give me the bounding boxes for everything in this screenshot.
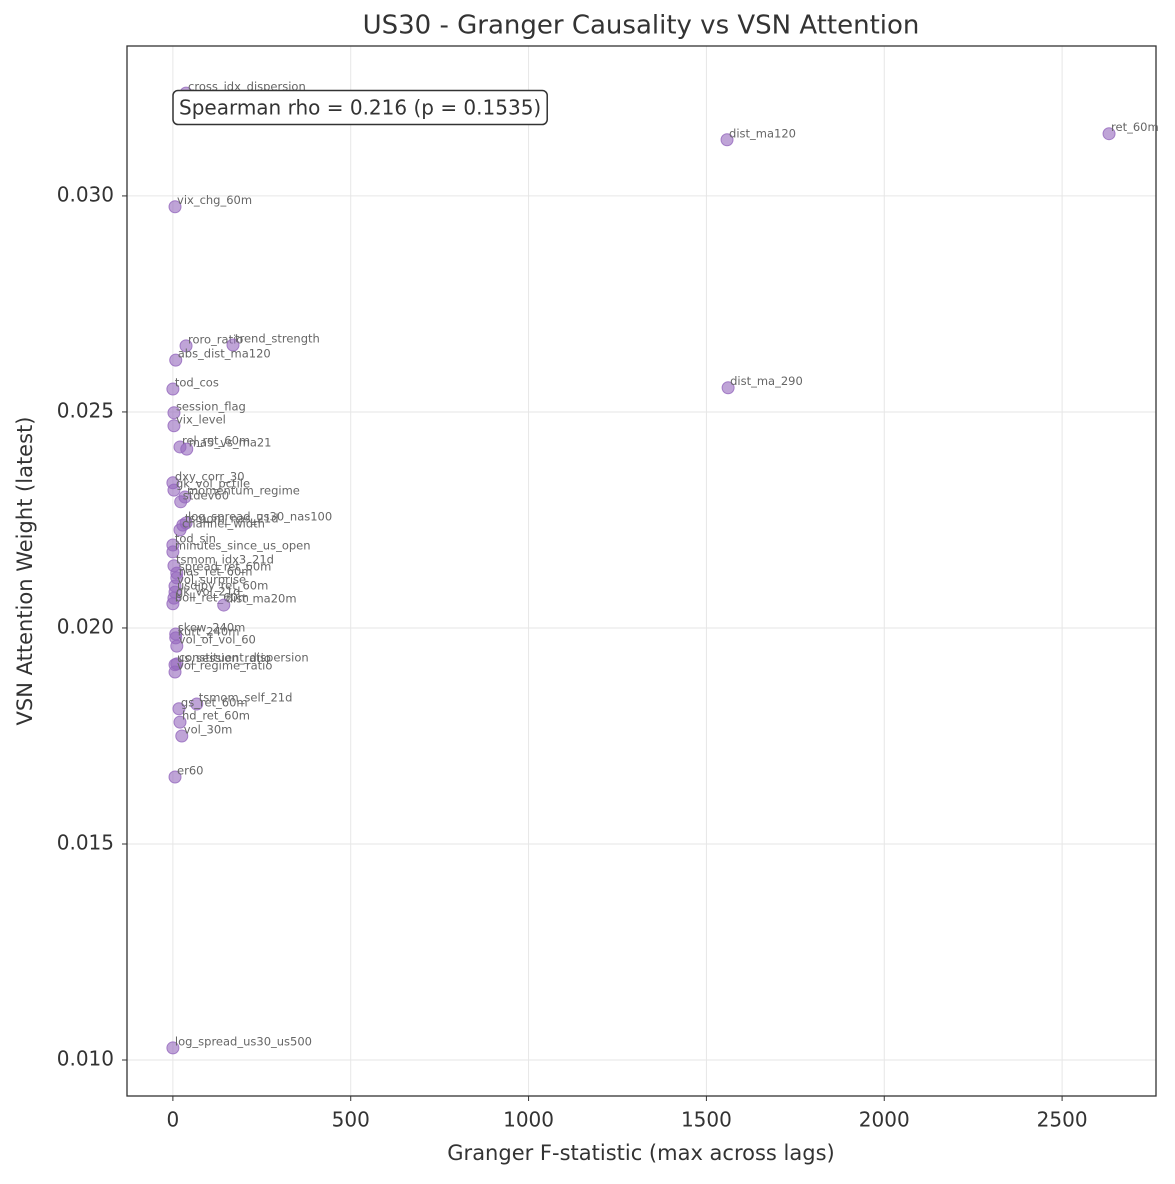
point-label: ret_60m: [1111, 120, 1159, 134]
point: [166, 597, 180, 611]
point-label: constituent_dispersion: [179, 650, 309, 664]
point-label: us_session_ratio: [177, 651, 271, 665]
point-label: skew_240m: [178, 621, 246, 635]
point: [173, 523, 187, 537]
x-tick-label: 2500: [1037, 1108, 1088, 1132]
point-label: vix_level: [176, 412, 226, 426]
y-tick-label: 0.030: [57, 182, 114, 206]
point: [1102, 127, 1116, 141]
point-label: hd_ret_60m: [182, 709, 250, 723]
y-axis-label: VSN Attention Weight (latest): [13, 417, 37, 726]
y-tick-label: 0.010: [57, 1047, 114, 1071]
point-label: dist_ma_290: [730, 374, 803, 388]
point-label: vol_30m: [184, 722, 233, 736]
point-label: dist_ma120: [729, 126, 796, 140]
point-label: stdev60: [183, 488, 229, 502]
point-label: vix_chg_60m: [177, 193, 252, 207]
point-label: spread_ret_60m: [179, 560, 272, 574]
point-label: tsmom_self_21d: [199, 691, 293, 705]
point-label: vol_of_vol_60: [179, 633, 256, 647]
point-label: session_flag: [176, 399, 246, 413]
point: [190, 697, 204, 711]
x-tick-label: 2000: [859, 1108, 910, 1132]
point: [168, 200, 182, 214]
point: [226, 338, 240, 352]
point: [217, 598, 231, 612]
point-label: gs_ret_60m: [181, 695, 248, 709]
point: [721, 381, 735, 395]
annotation-box: [172, 89, 548, 126]
point-label: er60: [177, 764, 203, 778]
plot-frame: [126, 45, 1157, 1097]
point: [166, 382, 180, 396]
annotation: Spearman rho = 0.216 (p = 0.1535): [172, 89, 548, 126]
chart-title: US30 - Granger Causality vs VSN Attentio…: [363, 11, 920, 41]
point: [175, 729, 189, 743]
y-tick-label: 0.015: [57, 830, 114, 854]
point-label: channel_width: [182, 516, 265, 530]
annotation-text: Spearman rho = 0.216 (p = 0.1535): [179, 96, 541, 120]
point-label: gk_vol_pctile: [176, 477, 250, 491]
point-label: log_spread_us30_us500: [175, 1034, 312, 1048]
point-label: gk_vol_21d: [176, 585, 240, 599]
point-label: vol_regime_ratio: [177, 659, 272, 673]
point-label: tod_sin: [175, 532, 216, 546]
point-label: boll_ret_60m: [175, 590, 249, 604]
point: [180, 442, 194, 456]
point-label: trend_strength: [235, 331, 320, 345]
point-label: minutes_since_us_open: [175, 538, 311, 552]
point: [170, 639, 184, 653]
x-axis-label: Granger F-statistic (max across lags): [447, 1141, 834, 1165]
x-tick-label: 1000: [503, 1108, 554, 1132]
point: [166, 545, 180, 559]
point-label: nas_ret_60m: [179, 564, 253, 578]
point-label: dist_ma20m: [226, 592, 297, 606]
y-tick-label: 0.025: [57, 398, 114, 422]
point: [168, 770, 182, 784]
point: [179, 339, 193, 353]
point-label: tsmom_idx3_21d: [176, 552, 274, 566]
point: [720, 133, 734, 147]
point: [174, 495, 188, 509]
point-label: kurt_240m: [178, 624, 240, 638]
point: [169, 353, 183, 367]
point-label: tod_cos: [175, 376, 219, 390]
point-label: usdjpy_ret_60m: [177, 579, 268, 593]
point-label: log_spread_us30_nas100: [188, 509, 332, 523]
point-label: dxy_corr_30: [175, 469, 245, 483]
point: [168, 665, 182, 679]
point: [167, 419, 181, 433]
point-label: tsmom_nas_21d: [185, 512, 279, 526]
x-tick-label: 1500: [681, 1108, 732, 1132]
y-tick-label: 0.020: [57, 614, 114, 638]
x-tick-label: 500: [332, 1108, 370, 1132]
point-label: vol_surprise: [177, 573, 246, 587]
point-label: ma5_vs_ma21: [189, 436, 272, 450]
point: [167, 483, 181, 497]
point: [167, 406, 181, 420]
point-label: abs_dist_ma120: [178, 347, 271, 361]
x-tick-label: 0: [167, 1108, 180, 1132]
point: [173, 715, 187, 729]
point-label: rel_ret_60m: [182, 433, 250, 447]
point-label: momentum_regime: [187, 484, 300, 498]
point: [166, 1041, 180, 1055]
point: [172, 702, 186, 716]
